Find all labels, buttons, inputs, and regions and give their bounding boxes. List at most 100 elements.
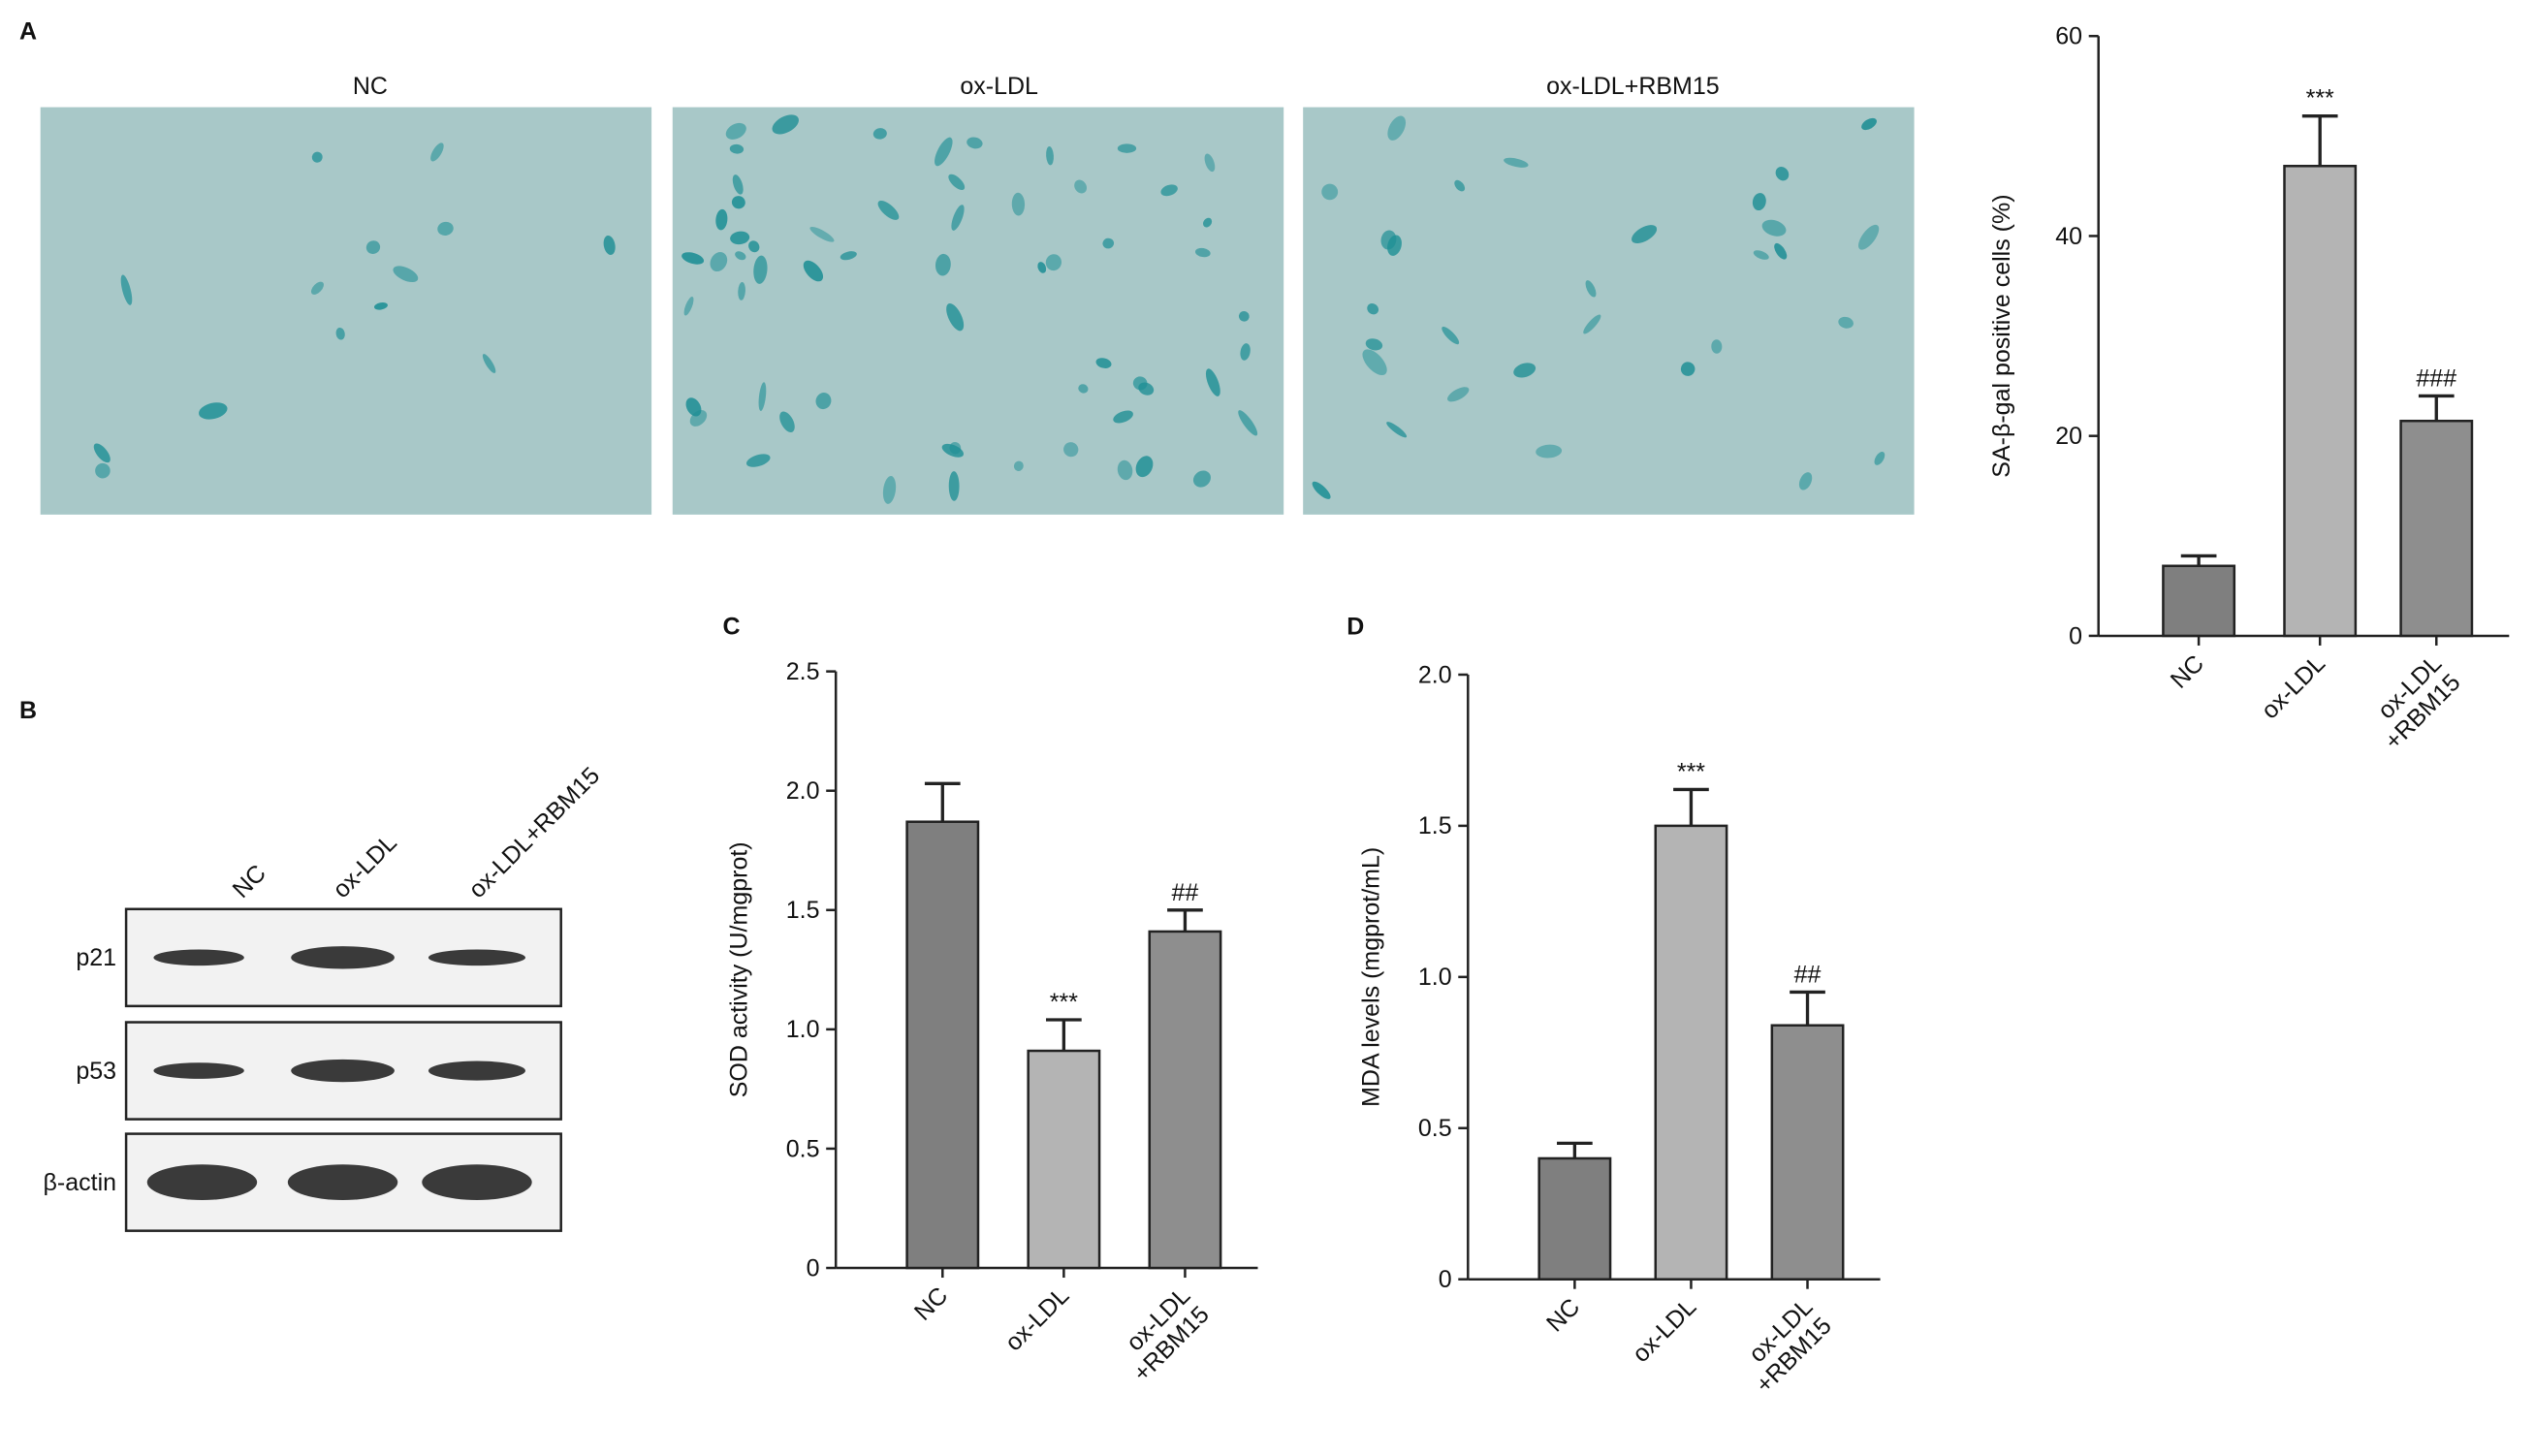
stained-cell bbox=[735, 251, 746, 261]
error-bar bbox=[1167, 908, 1203, 932]
y-tick-label: 1.5 bbox=[1418, 812, 1452, 839]
stained-cell bbox=[948, 471, 960, 501]
stained-cell bbox=[732, 174, 744, 195]
stained-cell bbox=[1240, 343, 1251, 361]
stained-cell bbox=[1446, 387, 1470, 402]
band bbox=[153, 949, 244, 966]
stained-cell bbox=[1117, 143, 1137, 153]
y-tick-label: 1.0 bbox=[1418, 964, 1452, 991]
stained-cell bbox=[1632, 225, 1658, 244]
panel-label: C bbox=[722, 613, 740, 640]
stained-cell bbox=[120, 274, 133, 305]
stained-cell bbox=[603, 235, 616, 255]
stained-cell bbox=[365, 240, 381, 254]
significance-label: ## bbox=[1794, 961, 1822, 988]
stained-cell bbox=[753, 255, 768, 284]
stained-cell bbox=[725, 122, 746, 140]
row-label: β-actin bbox=[44, 1169, 117, 1196]
stained-cell bbox=[803, 260, 824, 282]
row-label: p53 bbox=[76, 1058, 116, 1085]
stained-cell bbox=[1386, 422, 1408, 438]
bar bbox=[2399, 419, 2474, 638]
stained-cell bbox=[1011, 192, 1026, 216]
micrograph-title: ox-LDL bbox=[960, 73, 1038, 100]
y-tick-label: 2.0 bbox=[786, 777, 820, 805]
stained-cell bbox=[1238, 310, 1250, 322]
y-tick-label: 60 bbox=[2055, 23, 2082, 50]
stained-cell bbox=[1761, 219, 1787, 237]
error-bar bbox=[2418, 394, 2455, 422]
stained-cell bbox=[748, 240, 760, 253]
panel-label: B bbox=[19, 697, 37, 724]
band bbox=[428, 949, 526, 966]
stained-cell bbox=[729, 143, 745, 154]
band bbox=[287, 1164, 398, 1200]
y-tick-label: 0.5 bbox=[1418, 1115, 1452, 1142]
band bbox=[428, 1060, 526, 1081]
stained-cell bbox=[1045, 254, 1062, 271]
y-tick-label: 20 bbox=[2055, 423, 2082, 450]
stained-cell bbox=[1037, 262, 1047, 273]
error-bar bbox=[924, 781, 961, 822]
band bbox=[291, 946, 395, 969]
y-tick-label: 2.0 bbox=[1418, 661, 1452, 688]
bar bbox=[2162, 564, 2236, 638]
stained-cell bbox=[1711, 339, 1723, 354]
stained-cell bbox=[1536, 444, 1563, 459]
stained-cell bbox=[882, 476, 897, 504]
micrograph-title: NC bbox=[353, 73, 388, 100]
band bbox=[422, 1164, 532, 1200]
stained-cell bbox=[1775, 166, 1790, 181]
stained-cell bbox=[689, 410, 708, 427]
significance-label: *** bbox=[1050, 989, 1078, 1016]
y-tick-label: 1.5 bbox=[786, 897, 820, 924]
stained-cell bbox=[710, 252, 728, 272]
stained-cell bbox=[1205, 368, 1220, 396]
micrograph bbox=[40, 107, 652, 515]
stained-cell bbox=[1585, 280, 1597, 298]
y-tick-label: 0.5 bbox=[786, 1135, 820, 1162]
stained-cell bbox=[1680, 362, 1695, 376]
stained-cell bbox=[93, 443, 111, 463]
stained-cell bbox=[373, 302, 388, 310]
stained-cell bbox=[815, 393, 832, 410]
stained-cell bbox=[335, 327, 345, 340]
stained-cell bbox=[949, 441, 962, 455]
stained-cell bbox=[948, 174, 966, 191]
y-axis-label: SA-β-gal positive cells (%) bbox=[1988, 194, 2015, 477]
stained-cell bbox=[1454, 179, 1466, 192]
stained-cell bbox=[1752, 193, 1766, 211]
stained-cell bbox=[731, 196, 745, 209]
stained-cell bbox=[482, 354, 496, 373]
stained-cell bbox=[1362, 349, 1387, 376]
stained-cell bbox=[1861, 117, 1877, 131]
y-axis-label: SOD activity (U/mgprot) bbox=[725, 841, 752, 1097]
stained-cell bbox=[1858, 224, 1880, 250]
stained-cell bbox=[1160, 184, 1178, 197]
stained-cell bbox=[779, 411, 795, 432]
bar bbox=[2283, 165, 2358, 638]
stained-cell bbox=[95, 462, 111, 479]
stained-cell bbox=[1513, 363, 1537, 378]
stained-cell bbox=[1013, 460, 1024, 471]
bar bbox=[1770, 1024, 1845, 1281]
stained-cell bbox=[758, 382, 767, 411]
stained-cell bbox=[1504, 157, 1529, 168]
panel-label: A bbox=[19, 18, 37, 46]
stained-cell bbox=[311, 151, 323, 163]
error-bar bbox=[1046, 1018, 1082, 1052]
error-bar bbox=[1790, 990, 1825, 1026]
stained-cell bbox=[1753, 250, 1769, 260]
stained-cell bbox=[1838, 316, 1854, 329]
stained-cell bbox=[1135, 456, 1154, 478]
micrographs bbox=[40, 107, 1915, 515]
error-bar bbox=[2180, 554, 2217, 566]
stained-cell bbox=[683, 297, 694, 316]
stained-cell bbox=[430, 142, 444, 162]
stained-cell bbox=[1204, 153, 1216, 173]
stained-cell bbox=[393, 266, 419, 283]
stained-cell bbox=[730, 231, 750, 245]
